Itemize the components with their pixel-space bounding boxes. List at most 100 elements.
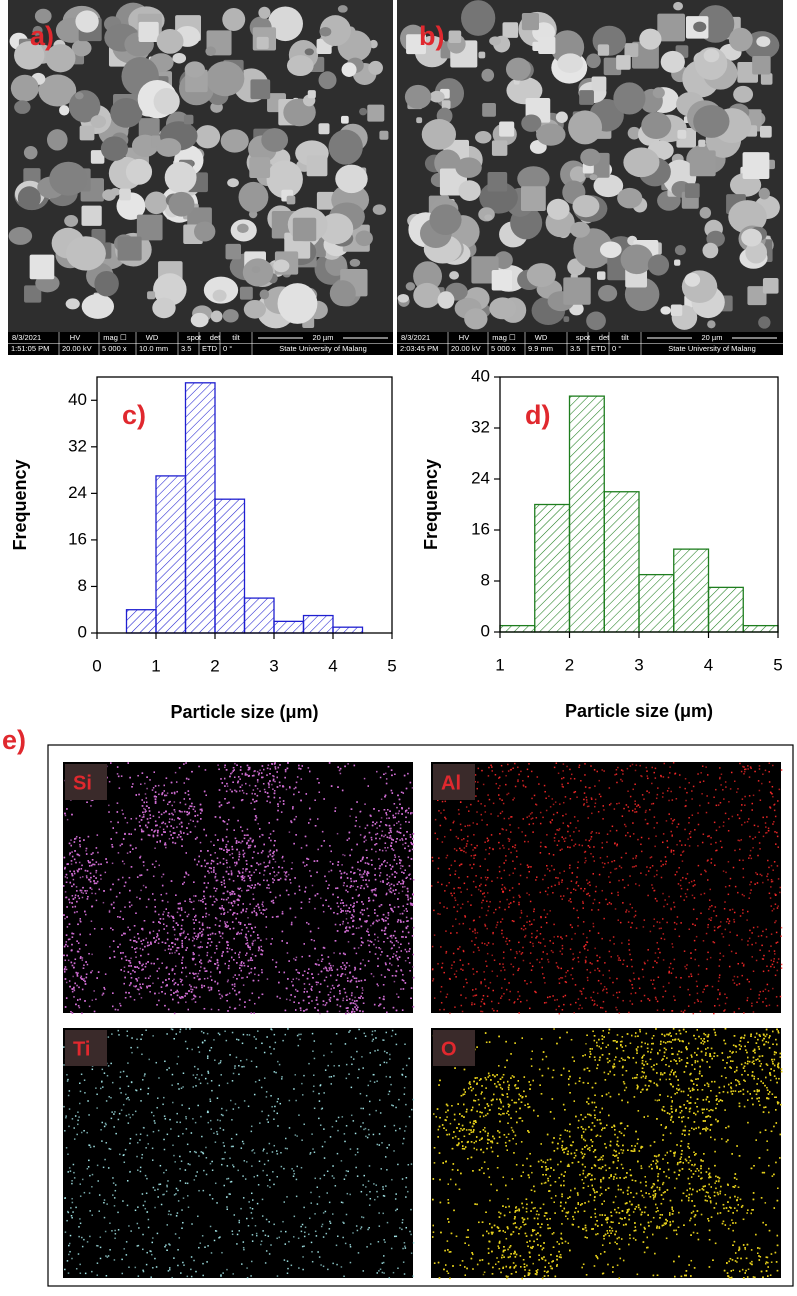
eds-dot — [176, 791, 178, 793]
eds-dot — [69, 980, 71, 982]
info-header: WD — [535, 333, 548, 342]
eds-dot — [81, 976, 83, 978]
eds-dot — [244, 853, 246, 855]
particle — [592, 76, 607, 91]
eds-dot — [251, 968, 253, 970]
eds-dot — [193, 998, 195, 1000]
eds-dot — [207, 978, 209, 980]
eds-dot — [231, 772, 233, 774]
eds-dot — [399, 913, 401, 915]
eds-dot — [339, 993, 341, 995]
eds-dot — [310, 819, 312, 821]
eds-dot — [70, 839, 72, 841]
eds-dot — [403, 792, 405, 794]
eds-dot — [151, 963, 153, 965]
eds-dot — [377, 833, 379, 835]
eds-dot — [410, 902, 412, 904]
particle — [464, 308, 487, 329]
eds-dot — [166, 893, 168, 895]
particle — [600, 241, 622, 257]
eds-dot — [158, 794, 160, 796]
eds-dot — [129, 985, 131, 987]
particle — [503, 22, 519, 38]
eds-dot — [257, 853, 259, 855]
eds-dot — [146, 801, 148, 803]
eds-dot — [200, 941, 202, 943]
eds-dot — [91, 920, 93, 922]
eds-dot — [218, 990, 220, 992]
eds-dot — [109, 911, 111, 913]
eds-dot — [412, 966, 414, 968]
eds-dot — [358, 927, 360, 929]
particle — [319, 71, 337, 89]
eds-dot — [394, 854, 396, 856]
eds-dot — [275, 861, 277, 863]
eds-dot — [343, 910, 345, 912]
eds-dot — [272, 788, 274, 790]
eds-dot — [71, 863, 73, 865]
eds-dot — [342, 854, 344, 856]
eds-dot — [391, 790, 393, 792]
info-value: 3.5 — [570, 344, 580, 353]
eds-dot — [353, 909, 355, 911]
particle — [648, 254, 669, 275]
eds-dot — [216, 888, 218, 890]
eds-dot — [195, 826, 197, 828]
particle — [729, 28, 753, 52]
eds-dot — [267, 865, 269, 867]
eds-dot — [164, 950, 166, 952]
eds-dot — [145, 793, 147, 795]
eds-dot — [373, 976, 375, 978]
eds-dot — [404, 886, 406, 888]
eds-dot — [86, 877, 88, 879]
eds-dot — [413, 927, 415, 929]
eds-dot — [257, 788, 259, 790]
eds-dot — [222, 937, 224, 939]
eds-dot — [246, 863, 248, 865]
eds-dot — [408, 808, 410, 810]
eds-dot — [161, 814, 163, 816]
eds-dot — [134, 936, 136, 938]
eds-dot — [186, 976, 188, 978]
particle — [621, 245, 653, 275]
eds-dot — [120, 911, 122, 913]
eds-dot — [390, 837, 392, 839]
eds-dot — [305, 887, 307, 889]
eds-dot — [72, 976, 74, 978]
eds-dot — [210, 971, 212, 973]
eds-dot — [234, 986, 236, 988]
particle — [260, 289, 269, 299]
eds-dot — [64, 857, 66, 859]
eds-dot — [309, 984, 311, 986]
info-header: HV — [70, 333, 80, 342]
y-tick-label: 8 — [481, 570, 490, 589]
particle — [563, 277, 590, 304]
eds-dot — [253, 940, 255, 942]
eds-dot — [307, 972, 309, 974]
eds-dot — [247, 942, 249, 944]
eds-dot — [67, 877, 69, 879]
eds-dot — [244, 838, 246, 840]
eds-dot — [266, 938, 268, 940]
eds-dot — [354, 997, 356, 999]
eds-dot — [374, 939, 376, 941]
particle — [66, 298, 80, 309]
eds-dot — [215, 834, 217, 836]
eds-dot — [339, 770, 341, 772]
eds-dot — [181, 811, 183, 813]
particle — [488, 172, 508, 192]
panel-label: a) — [30, 21, 54, 51]
eds-dot — [322, 831, 324, 833]
eds-dot — [182, 946, 184, 948]
eds-dot — [91, 893, 93, 895]
eds-dot — [72, 856, 74, 858]
eds-dot — [337, 766, 339, 768]
eds-dot — [293, 788, 295, 790]
particle — [342, 62, 357, 77]
eds-dot — [158, 992, 160, 994]
x-axis-label: Particle size (μm) — [565, 701, 713, 721]
eds-dot — [75, 862, 77, 864]
eds-dot — [65, 876, 67, 878]
eds-dot — [201, 931, 203, 933]
eds-dot — [166, 967, 168, 969]
